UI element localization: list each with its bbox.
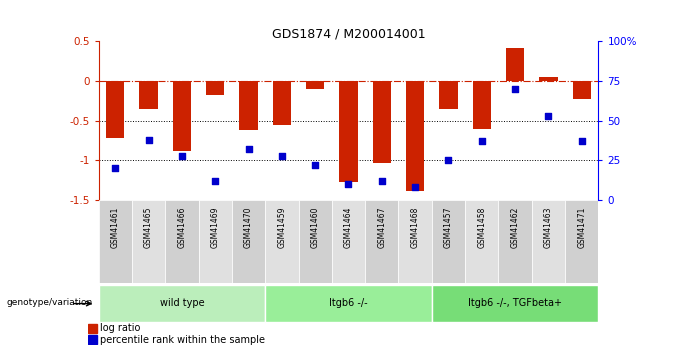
- FancyBboxPatch shape: [232, 200, 265, 283]
- Bar: [506, 48, 524, 81]
- Bar: [239, 81, 258, 130]
- Text: GSM41465: GSM41465: [144, 207, 153, 248]
- FancyBboxPatch shape: [332, 200, 365, 283]
- FancyBboxPatch shape: [132, 200, 165, 283]
- Bar: [139, 81, 158, 109]
- Text: Itgb6 -/-, TGFbeta+: Itgb6 -/-, TGFbeta+: [468, 298, 562, 308]
- Bar: [373, 81, 391, 163]
- FancyBboxPatch shape: [265, 200, 299, 283]
- Point: [176, 153, 187, 158]
- Text: GSM41468: GSM41468: [411, 207, 420, 248]
- Text: GSM41459: GSM41459: [277, 207, 286, 248]
- Point: [376, 178, 387, 184]
- Point: [543, 113, 554, 119]
- FancyBboxPatch shape: [465, 200, 498, 283]
- FancyBboxPatch shape: [432, 285, 598, 322]
- Point: [309, 162, 320, 168]
- Point: [476, 139, 487, 144]
- Point: [276, 153, 287, 158]
- FancyBboxPatch shape: [99, 200, 132, 283]
- Text: GSM41466: GSM41466: [177, 207, 186, 248]
- Text: GSM41463: GSM41463: [544, 207, 553, 248]
- Point: [409, 185, 420, 190]
- Bar: [88, 335, 97, 344]
- Bar: [306, 81, 324, 89]
- Text: GSM41471: GSM41471: [577, 207, 586, 248]
- Text: GSM41462: GSM41462: [511, 207, 520, 248]
- Point: [343, 181, 354, 187]
- Bar: [473, 81, 491, 129]
- Text: log ratio: log ratio: [101, 323, 141, 333]
- FancyBboxPatch shape: [299, 200, 332, 283]
- FancyBboxPatch shape: [165, 200, 199, 283]
- Point: [109, 166, 121, 171]
- Bar: [439, 81, 458, 109]
- Point: [576, 139, 587, 144]
- Text: GSM41460: GSM41460: [311, 207, 320, 248]
- FancyBboxPatch shape: [532, 200, 565, 283]
- FancyBboxPatch shape: [265, 285, 432, 322]
- Point: [243, 147, 254, 152]
- Text: GSM41469: GSM41469: [211, 207, 220, 248]
- FancyBboxPatch shape: [398, 200, 432, 283]
- Title: GDS1874 / M200014001: GDS1874 / M200014001: [272, 27, 425, 40]
- Point: [443, 158, 454, 163]
- Bar: [273, 81, 291, 125]
- Bar: [339, 81, 358, 182]
- Text: GSM41461: GSM41461: [111, 207, 120, 248]
- Bar: [206, 81, 224, 95]
- Text: genotype/variation: genotype/variation: [7, 298, 93, 307]
- Bar: [406, 81, 424, 190]
- Bar: [573, 81, 591, 99]
- Point: [509, 86, 520, 92]
- FancyBboxPatch shape: [565, 200, 598, 283]
- Text: GSM41458: GSM41458: [477, 207, 486, 248]
- FancyBboxPatch shape: [365, 200, 398, 283]
- FancyBboxPatch shape: [498, 200, 532, 283]
- Text: GSM41457: GSM41457: [444, 207, 453, 248]
- Text: GSM41470: GSM41470: [244, 207, 253, 248]
- FancyBboxPatch shape: [199, 200, 232, 283]
- Text: GSM41467: GSM41467: [377, 207, 386, 248]
- Bar: [88, 324, 97, 333]
- Text: GSM41464: GSM41464: [344, 207, 353, 248]
- Bar: [106, 81, 124, 138]
- Bar: [539, 77, 558, 81]
- Text: percentile rank within the sample: percentile rank within the sample: [101, 335, 265, 345]
- FancyBboxPatch shape: [432, 200, 465, 283]
- Point: [143, 137, 154, 142]
- Text: Itgb6 -/-: Itgb6 -/-: [329, 298, 368, 308]
- Point: [209, 178, 220, 184]
- FancyBboxPatch shape: [99, 285, 265, 322]
- Text: wild type: wild type: [160, 298, 204, 308]
- Bar: [173, 81, 191, 151]
